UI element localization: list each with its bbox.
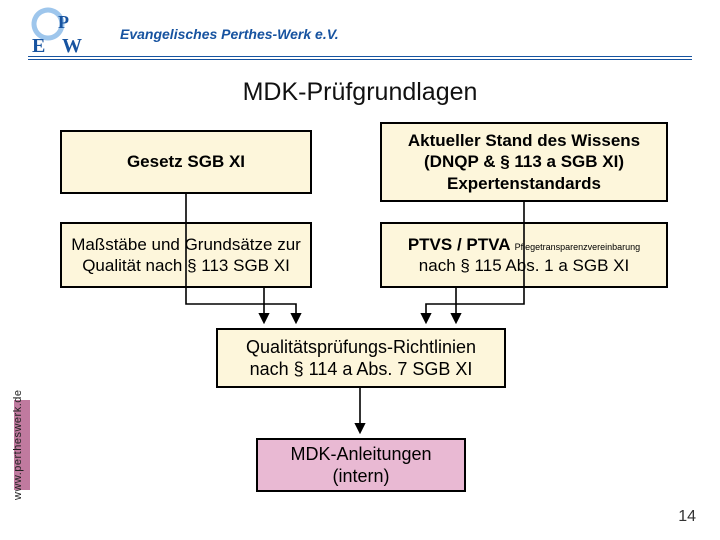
- node-text: (intern): [266, 465, 456, 488]
- node-ptvs: PTVS / PTVA Pflegetransparenzvereinbarun…: [380, 222, 668, 288]
- node-text: Gesetz SGB XI: [70, 151, 302, 172]
- header-rule-2: [28, 59, 692, 60]
- epw-logo: P E W: [30, 6, 90, 56]
- node-text: Expertenstandards: [390, 173, 658, 194]
- ptvs-tiny: Pflegetransparenzvereinbarung: [515, 242, 641, 252]
- sidebar-url: www.pertheswerk.de: [12, 390, 24, 501]
- node-text: MDK-Anleitungen: [266, 443, 456, 466]
- brand-text: Evangelisches Perthes-Werk e.V.: [120, 26, 339, 42]
- diagram-title: MDK-Prüfgrundlagen: [0, 78, 720, 107]
- node-text: Qualitätsprüfungs-Richtlinien: [226, 336, 496, 359]
- header: P E W Evangelisches Perthes-Werk e.V.: [0, 0, 720, 62]
- node-richtlinien: Qualitätsprüfungs-Richtlinien nach § 114…: [216, 328, 506, 388]
- node-text: nach § 115 Abs. 1 a SGB XI: [390, 255, 658, 276]
- page-number: 14: [678, 508, 696, 526]
- node-text: nach § 114 a Abs. 7 SGB XI: [226, 358, 496, 381]
- node-text: Aktueller Stand des Wissens: [390, 130, 658, 151]
- node-wissenstand: Aktueller Stand des Wissens (DNQP & § 11…: [380, 122, 668, 202]
- node-gesetz: Gesetz SGB XI: [60, 130, 312, 194]
- node-mdk-anleitungen: MDK-Anleitungen (intern): [256, 438, 466, 492]
- node-text: PTVS / PTVA Pflegetransparenzvereinbarun…: [390, 234, 658, 255]
- slide-root: P E W Evangelisches Perthes-Werk e.V. ww…: [0, 0, 720, 540]
- svg-text:P: P: [58, 12, 69, 32]
- node-text: (DNQP & § 113 a SGB XI): [390, 151, 658, 172]
- node-text: Maßstäbe und Grundsätze zur: [70, 234, 302, 255]
- node-text: Qualität nach § 113 SGB XI: [70, 255, 302, 276]
- ptvs-prefix: PTVS / PTVA: [408, 235, 515, 254]
- node-massstaebe: Maßstäbe und Grundsätze zur Qualität nac…: [60, 222, 312, 288]
- header-rule-1: [28, 56, 692, 57]
- svg-text:E: E: [32, 35, 45, 56]
- svg-text:W: W: [62, 35, 82, 56]
